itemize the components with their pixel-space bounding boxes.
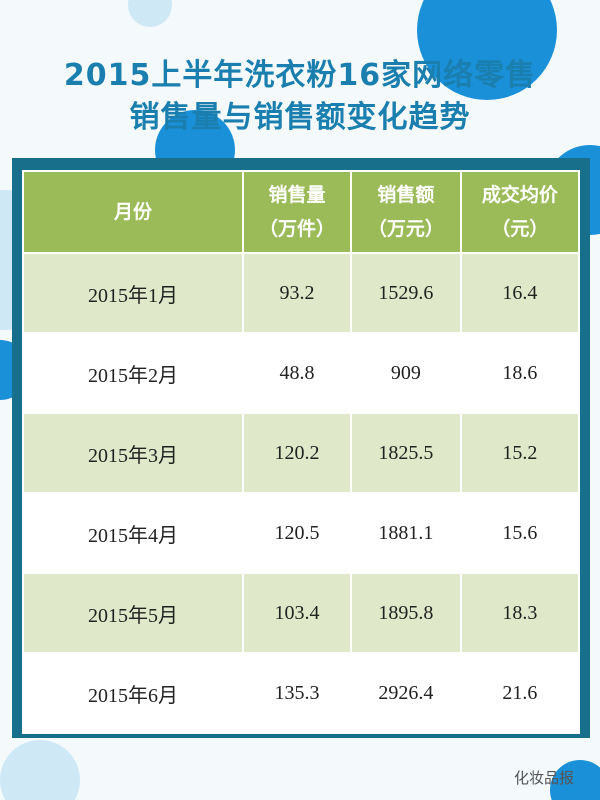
bg-circle (128, 0, 172, 27)
header-text: 月份 (113, 201, 152, 223)
table-cell: 2015年6月 (22, 652, 244, 734)
table-cell: 18.3 (459, 572, 581, 654)
bg-circle (417, 0, 557, 100)
table-row: 2015年4月 120.5 1881.1 15.6 (22, 492, 581, 574)
table-cell: 15.6 (459, 492, 581, 574)
table-cell: 2015年4月 (22, 492, 244, 574)
table-cell: 93.2 (241, 252, 353, 334)
title-line: 2015上半年洗衣粉16家网络零售 (63, 58, 537, 93)
table-row: 2015年3月 120.2 1825.5 15.2 (22, 412, 581, 494)
table-cell: 15.2 (459, 412, 581, 494)
watermark: 化妆品报 (513, 769, 574, 787)
table-cell: 2015年2月 (22, 332, 244, 414)
table-cell: 135.3 (241, 652, 353, 734)
header-text: 销售量 (268, 184, 326, 206)
header-cell: 月份 (22, 170, 244, 254)
header-text: （万元） (367, 218, 444, 240)
table-cell: 21.6 (459, 652, 581, 734)
table-cell: 48.8 (241, 332, 353, 414)
table-row: 2015年1月 93.2 1529.6 16.4 (22, 252, 581, 334)
table-cell: 120.2 (241, 412, 353, 494)
header-cell: 销售量 （万件） (241, 170, 353, 254)
header-cell: 成交均价 （元） (459, 170, 581, 254)
table-frame: 月份 销售量 （万件） 销售额 （万元） 成交均价 （元） 2015年1月 93.2 1529.6… (12, 158, 590, 738)
title-line: 销售量与销售额变化趋势 (129, 100, 471, 135)
table-row: 2015年5月 103.4 1895.8 18.3 (22, 572, 581, 654)
table-cell: 1825.5 (350, 412, 462, 494)
bg-circle (550, 760, 600, 800)
header-row: 月份 销售量 （万件） 销售额 （万元） 成交均价 （元） (22, 170, 581, 254)
table-cell: 2015年3月 (22, 412, 244, 494)
data-table: 月份 销售量 （万件） 销售额 （万元） 成交均价 （元） 2015年1月 93.2 1529.6… (22, 170, 581, 734)
table-cell: 16.4 (459, 252, 581, 334)
table-cell: 18.6 (459, 332, 581, 414)
table-row: 2015年2月 48.8 909 18.6 (22, 332, 581, 414)
table-cell: 2015年1月 (22, 252, 244, 334)
table-cell: 103.4 (241, 572, 353, 654)
header-text: 成交均价 (481, 184, 558, 206)
table-row: 2015年6月 135.3 2926.4 21.6 (22, 652, 581, 734)
table-cell: 1529.6 (350, 252, 462, 334)
table-cell: 909 (350, 332, 462, 414)
table-cell: 120.5 (241, 492, 353, 574)
table-cell: 1895.8 (350, 572, 462, 654)
table-cell: 2926.4 (350, 652, 462, 734)
header-text: 销售额 (377, 184, 435, 206)
table-cell: 2015年5月 (22, 572, 244, 654)
header-text: （万件） (259, 218, 336, 240)
header-text: （元） (491, 218, 549, 240)
table-cell: 1881.1 (350, 492, 462, 574)
bg-circle (0, 740, 80, 800)
header-cell: 销售额 （万元） (350, 170, 462, 254)
